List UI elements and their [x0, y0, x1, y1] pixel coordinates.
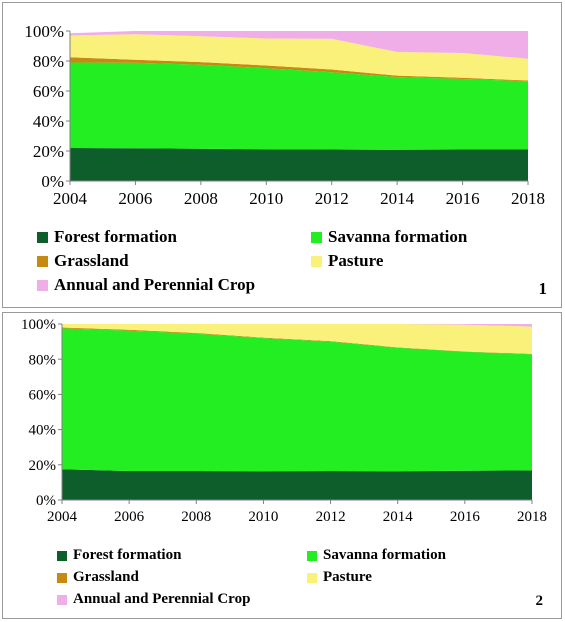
legend-swatch — [57, 572, 67, 583]
legend-swatch — [37, 279, 48, 291]
legend-swatch — [311, 255, 322, 267]
legend-label: Pasture — [323, 569, 372, 585]
x-tick-label: 2008 — [181, 509, 211, 525]
legend-label: Forest formation — [73, 547, 182, 563]
legend-swatch — [37, 231, 48, 243]
legend-label: Pasture — [328, 251, 384, 270]
legend-item-annual-and-perennial-crop: Annual and Perennial Crop — [57, 591, 250, 608]
area-grassland — [70, 57, 528, 82]
y-tick-label: 80% — [29, 352, 57, 368]
legend-swatch — [37, 255, 48, 267]
y-tick-label: 0% — [36, 493, 56, 509]
legend-item-grassland: Grassland — [37, 251, 129, 271]
x-tick-label: 2008 — [184, 189, 218, 208]
legend-item-forest-formation: Forest formation — [57, 547, 181, 564]
panel-number: 1 — [538, 279, 548, 298]
legend-label: Grassland — [54, 251, 129, 270]
x-tick-label: 2010 — [248, 509, 278, 525]
legend-swatch — [311, 231, 322, 243]
legend-label: Annual and Perennial Crop — [73, 591, 251, 607]
area-pasture — [70, 34, 528, 81]
legend-item-savanna-formation: Savanna formation — [311, 227, 467, 247]
x-tick-label: 2016 — [446, 189, 480, 208]
legend-swatch — [307, 550, 317, 561]
y-tick-label: 100% — [21, 317, 56, 333]
legend-swatch — [307, 572, 317, 583]
y-tick-label: 60% — [33, 82, 64, 101]
legend-item-savanna-formation: Savanna formation — [307, 547, 446, 564]
x-tick-label: 2014 — [383, 509, 414, 525]
area-forest-formation — [62, 469, 532, 500]
y-tick-label: 40% — [29, 423, 57, 439]
area-chart-2: 0% 20% 40% 60% 80% 100% 2004 2006 2008 2010 2012 20… — [21, 317, 547, 525]
x-tick-label: 2018 — [517, 509, 547, 525]
legend-swatch — [57, 594, 67, 605]
legend-item-grassland: Grassland — [57, 569, 139, 586]
legend-label: Savanna formation — [323, 547, 446, 563]
x-tick-label: 2014 — [380, 189, 415, 208]
area-forest-formation — [70, 148, 528, 181]
legend-item-annual-and-perennial-crop: Annual and Perennial Crop — [37, 275, 255, 295]
x-tick-label: 2012 — [315, 189, 349, 208]
area-annual-and-perennial-crop — [70, 31, 528, 59]
area-savanna-formation — [70, 62, 528, 150]
x-tick-label: 2018 — [511, 189, 545, 208]
y-tick-label: 100% — [24, 22, 64, 41]
x-tick-label: 2004 — [47, 509, 78, 525]
area-savanna-formation — [62, 328, 532, 472]
y-tick-label: 80% — [33, 52, 64, 71]
y-tick-label: 60% — [29, 388, 57, 404]
y-tick-label: 20% — [29, 458, 57, 474]
area-chart-1: 0% 20% 40% 60% 80% 100% 2004 2006 2008 2010 2012 20… — [24, 22, 545, 208]
x-tick-label: 2004 — [53, 189, 88, 208]
legend-item-forest-formation: Forest formation — [37, 227, 177, 247]
legend-label: Forest formation — [54, 227, 177, 246]
x-tick-label: 2006 — [114, 509, 145, 525]
y-tick-label: 40% — [33, 112, 64, 131]
legend-swatch — [57, 550, 67, 561]
panel-number: 2 — [535, 593, 544, 609]
y-tick-label: 20% — [33, 142, 64, 161]
chart-panel-1: 0% 20% 40% 60% 80% 100% 2004 2006 2008 2010 2012 20… — [2, 2, 562, 308]
legend-label: Savanna formation — [328, 227, 468, 246]
chart-panel-2: 0% 20% 40% 60% 80% 100% 2004 2006 2008 2010 2012 20… — [2, 312, 562, 619]
legend-label: Grassland — [73, 569, 139, 585]
y-tick-label: 0% — [41, 172, 64, 191]
x-tick-label: 2010 — [249, 189, 283, 208]
legend-label: Annual and Perennial Crop — [54, 275, 256, 294]
x-tick-label: 2012 — [316, 509, 346, 525]
x-tick-label: 2016 — [450, 509, 481, 525]
legend-item-pasture: Pasture — [311, 251, 383, 271]
area-pasture — [62, 324, 532, 354]
legend-item-pasture: Pasture — [307, 569, 372, 586]
area-annual-and-perennial-crop — [62, 324, 532, 327]
x-tick-label: 2006 — [118, 189, 152, 208]
